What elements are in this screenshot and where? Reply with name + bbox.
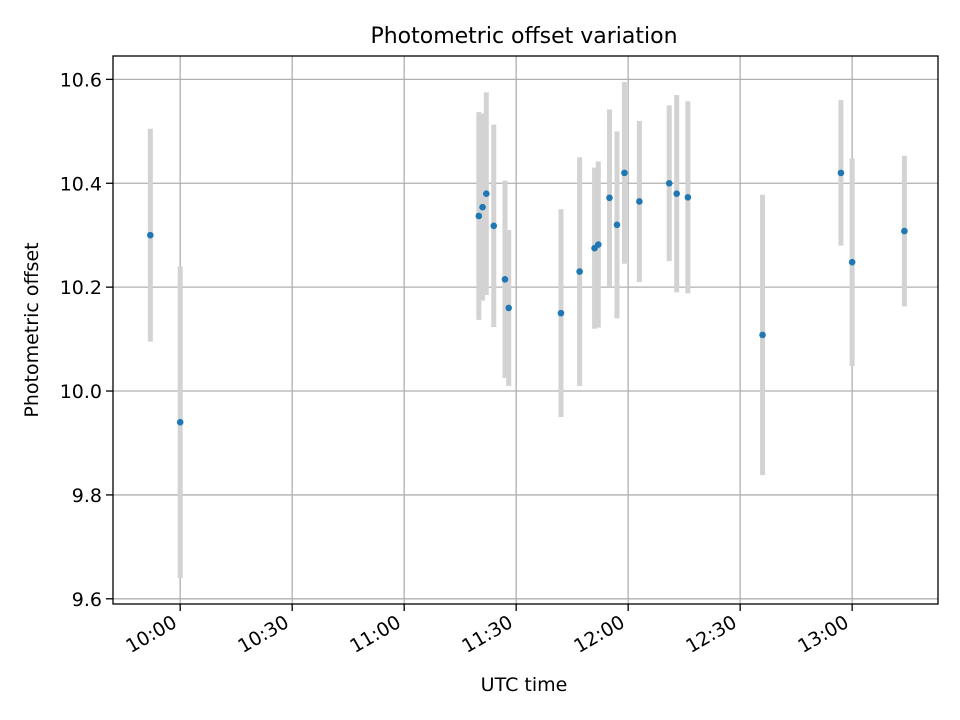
data-point [147, 231, 154, 239]
data-point [475, 212, 483, 220]
data-point [684, 193, 692, 201]
data-point [613, 221, 621, 229]
data-point [606, 194, 613, 202]
data-point [636, 198, 643, 205]
data-point [621, 169, 628, 177]
x-axis-label: UTC time [481, 674, 568, 696]
data-point [557, 309, 565, 317]
y-axis-label: Photometric offset [21, 242, 43, 417]
data-point [665, 179, 673, 187]
y-axis-ticks: 9.6 9.8 10.0 10.2 10.4 10.6 [60, 69, 113, 611]
data-point [848, 258, 856, 266]
data-point [901, 227, 908, 235]
plot-frame [112, 55, 939, 605]
data-point [176, 418, 184, 426]
data-point [594, 241, 602, 248]
y-tick-label: 10.2 [60, 277, 102, 299]
y-tick-label: 9.8 [72, 485, 102, 507]
data-point [759, 331, 766, 339]
data-point [673, 190, 680, 197]
data-point [479, 203, 486, 211]
data-point [490, 222, 498, 230]
y-tick-label: 10.4 [60, 173, 102, 195]
data-point [501, 276, 509, 283]
data-point [505, 304, 513, 312]
y-tick-label: 10.0 [60, 381, 102, 403]
data-points [147, 169, 908, 426]
grid [113, 56, 938, 604]
data-point [483, 190, 490, 197]
chart-title: Photometric offset variation [370, 24, 677, 49]
y-tick-label: 9.6 [72, 589, 102, 611]
y-tick-label: 10.6 [60, 69, 102, 91]
data-point [576, 268, 583, 275]
data-point [837, 169, 845, 177]
